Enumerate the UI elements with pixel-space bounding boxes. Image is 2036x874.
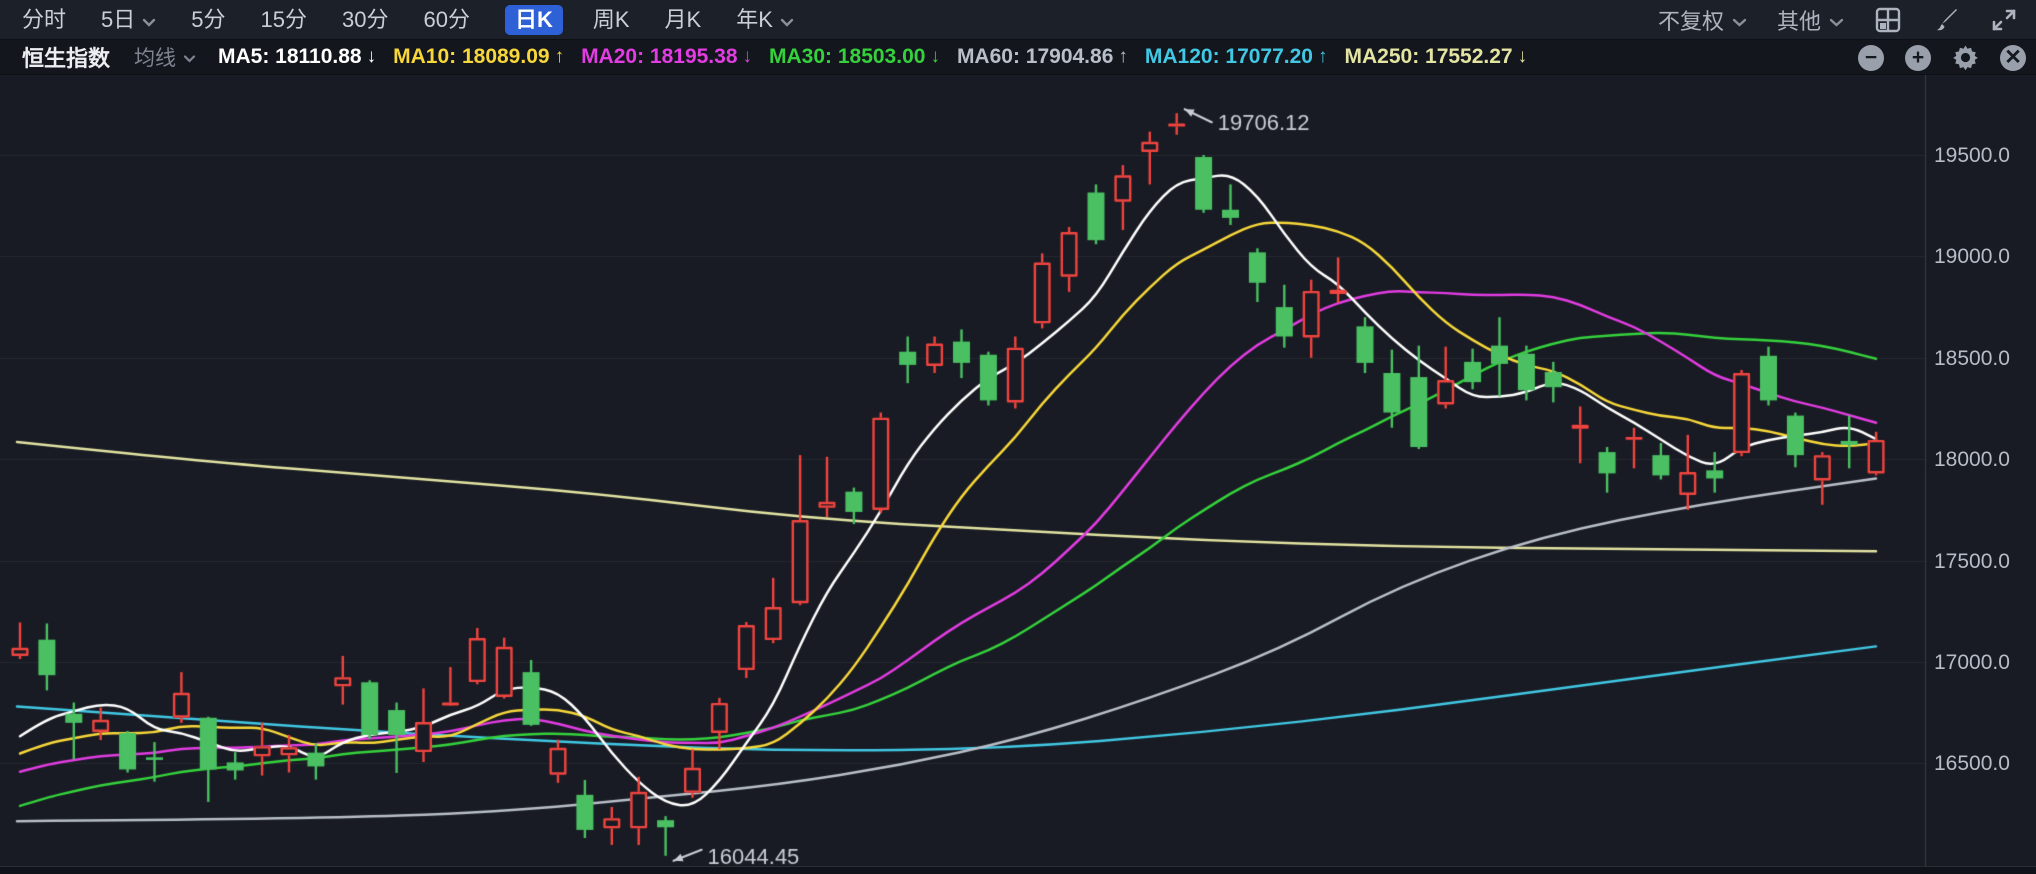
kline-chart-area: 19500.0 19000.0 18500.0 18000.0 17500.0 17000… bbox=[0, 75, 2036, 866]
y-axis-label: 16500.0 bbox=[1934, 752, 2010, 776]
ma-selector-dropdown[interactable]: 均线 bbox=[134, 42, 196, 72]
settings-gear-icon[interactable] bbox=[1952, 44, 1979, 71]
brush-icon[interactable] bbox=[1932, 6, 1960, 34]
period-tab-label: 年K bbox=[736, 6, 773, 32]
y-axis-label: 19000.0 bbox=[1934, 245, 2010, 269]
period-tab-label: 60分 bbox=[423, 6, 470, 32]
period-tab-label: 5分 bbox=[191, 6, 226, 32]
period-tab-label: 日K bbox=[514, 6, 553, 32]
period-tab-label: 周K bbox=[592, 6, 630, 32]
period-tab-日K[interactable]: 日K bbox=[504, 4, 563, 35]
period-toolbar: 分时 5日 5分 15分 30分 60分 日K 周K 月K 年K 不复权 其他 bbox=[0, 0, 2036, 40]
ma-legend-item-MA120: MA120: 17077.20 ↑ bbox=[1145, 45, 1328, 69]
ma-legend-item-MA250: MA250: 17552.27 ↓ bbox=[1345, 45, 1528, 69]
period-tab-15分[interactable]: 15分 bbox=[260, 6, 307, 32]
ma-legend-value: MA5: 18110.88 bbox=[218, 45, 362, 68]
symbol-title: 恒生指数 bbox=[22, 46, 111, 71]
ma-legend-value: MA10: 18089.09 bbox=[393, 45, 550, 68]
more-label: 其他 bbox=[1776, 9, 1821, 34]
ma-legend-item-MA30: MA30: 18503.00 ↓ bbox=[769, 45, 940, 69]
ma-selector-label: 均线 bbox=[134, 47, 177, 70]
period-tab-label: 月K bbox=[664, 6, 702, 32]
chevron-down-icon bbox=[183, 45, 196, 69]
ma-legend-value: MA30: 18503.00 bbox=[769, 45, 926, 68]
adjustment-label: 不复权 bbox=[1657, 9, 1724, 34]
zoom-in-icon[interactable]: + bbox=[1905, 44, 1931, 71]
period-tabs: 分时 5日 5分 15分 30分 60分 日K 周K 月K 年K bbox=[22, 4, 829, 35]
adjustment-dropdown[interactable]: 不复权 bbox=[1658, 4, 1747, 36]
zoom-out-icon[interactable]: − bbox=[1858, 44, 1884, 71]
y-axis-label: 19500.0 bbox=[1934, 144, 2010, 167]
ma-legend-item-MA60: MA60: 17904.86 ↑ bbox=[957, 45, 1128, 69]
arrow-down-icon: ↓ bbox=[1517, 46, 1528, 67]
fullscreen-icon[interactable] bbox=[1990, 6, 2018, 34]
y-axis-label: 17500.0 bbox=[1934, 549, 2010, 573]
chevron-down-icon bbox=[1732, 7, 1747, 33]
arrow-down-icon: ↓ bbox=[366, 46, 377, 67]
ma-legend-item-MA5: MA5: 18110.88 ↓ bbox=[218, 45, 376, 69]
period-tab-30分[interactable]: 30分 bbox=[342, 6, 389, 32]
period-tab-周K[interactable]: 周K bbox=[592, 6, 630, 32]
arrow-down-icon: ↓ bbox=[930, 46, 940, 67]
ma-legend-value: MA250: 17552.27 bbox=[1344, 45, 1513, 68]
ma-legend-value: MA60: 17904.86 bbox=[956, 45, 1114, 68]
chart-legend-bar: 恒生指数 均线 MA5: 18110.88 ↓ MA10: 18089.09 ↑ MA2… bbox=[0, 40, 2036, 75]
y-axis-label: 18500.0 bbox=[1934, 346, 2010, 370]
ma-legend-item-MA20: MA20: 18195.38 ↓ bbox=[581, 45, 752, 69]
arrow-up-icon: ↑ bbox=[1318, 46, 1328, 67]
ma-legend-readout: MA5: 18110.88 ↓ MA10: 18089.09 ↑ MA20: 18195… bbox=[218, 45, 1527, 69]
ma-legend-value: MA20: 18195.38 bbox=[581, 45, 738, 68]
y-axis-label: 17000.0 bbox=[1934, 651, 2010, 674]
period-tab-label: 15分 bbox=[260, 6, 307, 32]
period-tab-label: 分时 bbox=[22, 6, 67, 32]
arrow-up-icon: ↑ bbox=[554, 46, 565, 67]
period-tab-年K[interactable]: 年K bbox=[736, 6, 794, 32]
ma-legend-value: MA120: 17077.20 bbox=[1144, 45, 1313, 68]
period-tab-label: 30分 bbox=[342, 6, 389, 32]
period-tab-60分[interactable]: 60分 bbox=[423, 6, 470, 32]
kline-chart-canvas[interactable] bbox=[0, 75, 2036, 866]
chevron-down-icon bbox=[780, 9, 794, 31]
period-tab-月K[interactable]: 月K bbox=[664, 6, 702, 32]
period-tab-5日[interactable]: 5日 bbox=[101, 6, 156, 32]
chevron-down-icon bbox=[1829, 7, 1844, 33]
pane-divider[interactable] bbox=[0, 866, 2036, 874]
period-tab-分时[interactable]: 分时 bbox=[22, 6, 67, 32]
period-tab-label: 5日 bbox=[101, 6, 136, 32]
close-icon[interactable]: ✕ bbox=[2000, 44, 2026, 71]
period-tab-5分[interactable]: 5分 bbox=[191, 6, 226, 32]
arrow-up-icon: ↑ bbox=[1118, 46, 1128, 67]
layout-grid-icon[interactable] bbox=[1874, 6, 1902, 34]
ma-legend-item-MA10: MA10: 18089.09 ↑ bbox=[393, 45, 564, 69]
y-axis-label: 18000.0 bbox=[1934, 448, 2010, 472]
arrow-down-icon: ↓ bbox=[742, 46, 753, 67]
more-dropdown[interactable]: 其他 bbox=[1777, 4, 1844, 36]
chevron-down-icon bbox=[142, 9, 156, 31]
